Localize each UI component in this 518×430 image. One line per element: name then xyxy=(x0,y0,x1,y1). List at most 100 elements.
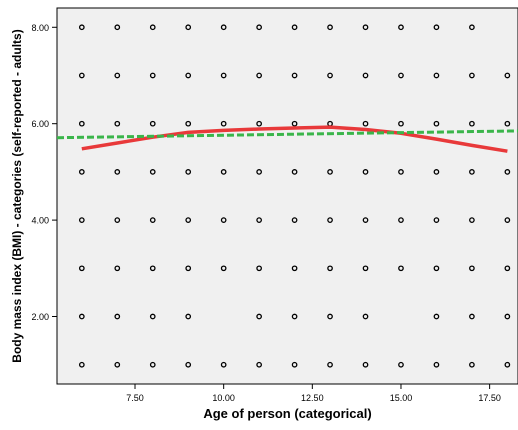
x-tick-label: 7.50 xyxy=(126,393,144,403)
data-point xyxy=(327,313,333,320)
data-point xyxy=(78,265,85,272)
data-point xyxy=(220,72,227,79)
y-tick-label: 6.00 xyxy=(31,119,49,129)
data-point xyxy=(291,361,298,368)
data-point xyxy=(149,72,156,79)
x-axis: 7.50 10.00 12.50 15.00 17.50 xyxy=(126,384,501,403)
data-point xyxy=(114,120,121,127)
y-tick-label: 2.00 xyxy=(31,312,49,322)
data-point xyxy=(256,313,262,320)
fit-lines xyxy=(56,125,518,153)
data-point xyxy=(327,361,333,368)
data-point xyxy=(504,72,511,79)
data-point xyxy=(398,265,404,272)
data-point xyxy=(78,313,85,320)
data-point xyxy=(469,361,475,368)
data-point xyxy=(504,361,511,368)
data-point xyxy=(327,24,333,31)
data-point xyxy=(149,169,156,175)
data-point xyxy=(433,169,440,175)
data-point xyxy=(327,72,333,79)
data-point xyxy=(469,120,475,127)
data-point xyxy=(291,217,298,223)
data-point xyxy=(256,361,262,368)
data-point xyxy=(114,217,121,223)
data-point xyxy=(256,72,262,79)
y-tick-label: 8.00 xyxy=(31,23,49,33)
data-point xyxy=(362,72,369,79)
data-point xyxy=(469,265,475,272)
data-point xyxy=(185,265,192,272)
data-point xyxy=(185,120,192,127)
data-point xyxy=(469,217,475,223)
data-point xyxy=(327,169,333,175)
data-point xyxy=(362,265,369,272)
data-point xyxy=(220,361,227,368)
data-point xyxy=(185,313,192,320)
data-point xyxy=(185,169,192,175)
data-point xyxy=(362,169,369,175)
data-point xyxy=(78,361,85,368)
plot-area xyxy=(56,7,518,385)
data-point xyxy=(362,120,369,127)
data-point xyxy=(398,24,404,31)
data-point xyxy=(291,72,298,79)
data-point xyxy=(433,72,440,79)
data-point xyxy=(78,72,85,79)
data-point xyxy=(114,169,121,175)
data-point xyxy=(114,265,121,272)
data-point xyxy=(504,217,511,223)
data-point xyxy=(220,217,227,223)
data-point xyxy=(469,24,475,31)
data-point xyxy=(398,169,404,175)
data-point xyxy=(256,120,262,127)
data-point xyxy=(291,169,298,175)
data-point xyxy=(398,361,404,368)
data-point xyxy=(185,361,192,368)
data-point xyxy=(469,313,475,320)
data-point xyxy=(220,120,227,127)
data-point xyxy=(291,313,298,320)
data-point xyxy=(149,217,156,223)
data-point xyxy=(362,361,369,368)
data-point xyxy=(149,120,156,127)
data-point xyxy=(149,313,156,320)
data-point xyxy=(291,24,298,31)
data-point xyxy=(220,24,227,31)
data-point xyxy=(220,265,227,272)
data-point xyxy=(327,217,333,223)
data-point xyxy=(149,361,156,368)
data-point xyxy=(433,120,440,127)
x-axis-label: Age of person (categorical) xyxy=(203,406,371,421)
data-point xyxy=(433,24,440,31)
data-point xyxy=(114,72,121,79)
y-axis: 2.00 4.00 6.00 8.00 xyxy=(31,23,57,322)
x-tick-label: 15.00 xyxy=(390,393,413,403)
data-point xyxy=(149,265,156,272)
data-point xyxy=(504,169,511,175)
data-point xyxy=(433,313,440,320)
data-point xyxy=(291,120,298,127)
data-point xyxy=(185,217,192,223)
data-point xyxy=(504,265,511,272)
y-tick-label: 4.00 xyxy=(31,216,49,226)
data-point xyxy=(362,24,369,31)
data-point xyxy=(78,120,85,127)
data-point xyxy=(78,169,85,175)
data-point xyxy=(362,217,369,223)
data-point xyxy=(433,361,440,368)
data-point xyxy=(114,361,121,368)
data-point xyxy=(504,120,511,127)
data-point xyxy=(469,169,475,175)
data-point xyxy=(220,169,227,175)
data-point xyxy=(433,265,440,272)
data-point xyxy=(291,265,298,272)
data-point xyxy=(398,120,404,127)
linear-fit-line xyxy=(56,129,518,140)
data-point xyxy=(327,265,333,272)
data-point xyxy=(256,265,262,272)
data-point xyxy=(398,72,404,79)
data-point xyxy=(185,24,192,31)
